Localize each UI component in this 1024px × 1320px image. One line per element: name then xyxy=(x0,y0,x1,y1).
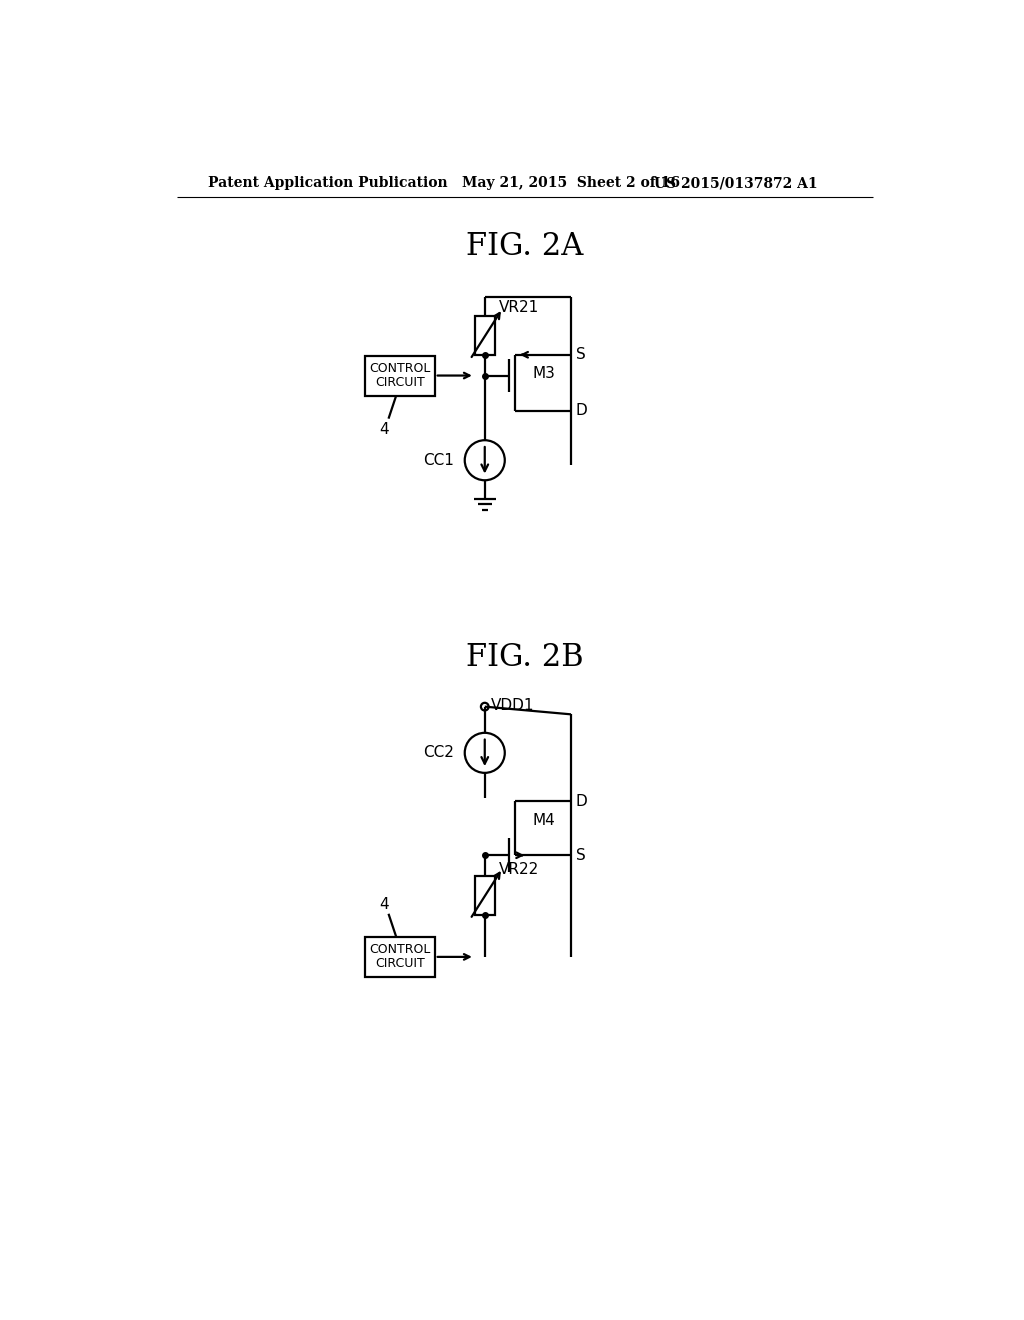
Text: VDD1: VDD1 xyxy=(490,697,535,713)
Text: D: D xyxy=(575,793,588,809)
Text: S: S xyxy=(575,347,586,362)
Text: CONTROL: CONTROL xyxy=(370,362,431,375)
Text: FIG. 2B: FIG. 2B xyxy=(466,642,584,673)
Text: FIG. 2A: FIG. 2A xyxy=(466,231,584,263)
Bar xyxy=(475,876,495,915)
Text: CIRCUIT: CIRCUIT xyxy=(375,376,425,389)
Text: CONTROL: CONTROL xyxy=(370,944,431,957)
Bar xyxy=(366,937,435,977)
Bar xyxy=(475,317,495,355)
Text: D: D xyxy=(575,404,588,418)
Text: Patent Application Publication: Patent Application Publication xyxy=(208,176,447,190)
Text: 4: 4 xyxy=(379,898,389,912)
Text: CIRCUIT: CIRCUIT xyxy=(375,957,425,970)
Text: US 2015/0137872 A1: US 2015/0137872 A1 xyxy=(654,176,818,190)
Text: S: S xyxy=(575,847,586,863)
Text: CC1: CC1 xyxy=(423,453,454,467)
Text: 4: 4 xyxy=(379,422,389,437)
Text: M4: M4 xyxy=(532,813,555,828)
Text: CC2: CC2 xyxy=(423,746,454,760)
Text: VR21: VR21 xyxy=(499,300,539,314)
Text: M3: M3 xyxy=(532,366,555,381)
Text: VR22: VR22 xyxy=(499,862,539,878)
Bar xyxy=(366,355,435,396)
Text: May 21, 2015  Sheet 2 of 16: May 21, 2015 Sheet 2 of 16 xyxy=(462,176,680,190)
